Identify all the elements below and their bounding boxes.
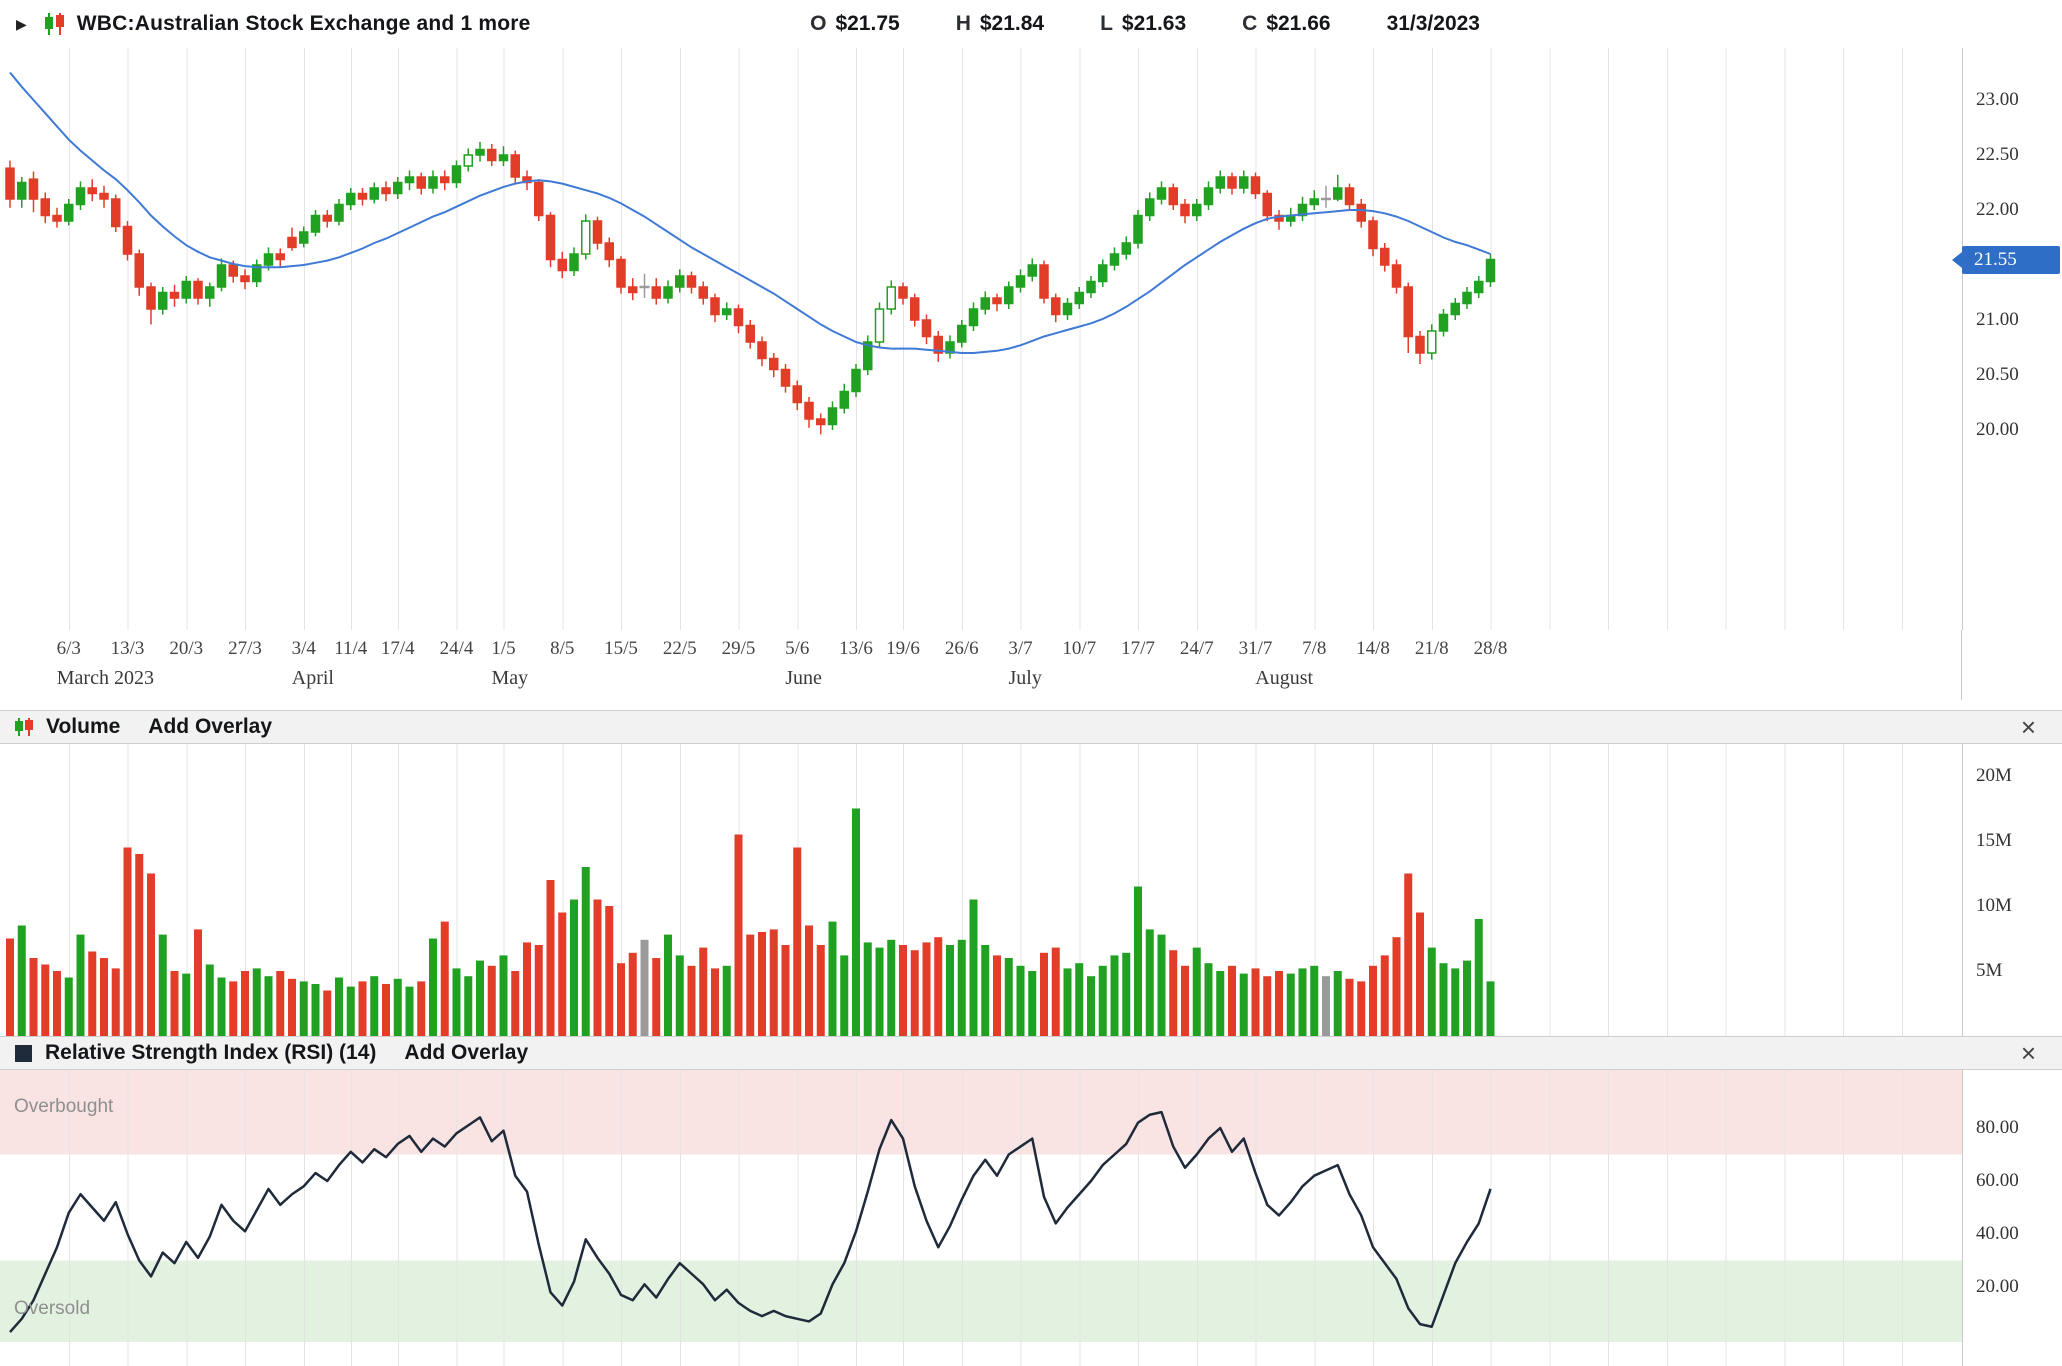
quote-date: 31/3/2023 — [1386, 12, 1480, 35]
quote-close: C $21.66 — [1242, 12, 1331, 35]
x-axis-labels: 6/3 13/3 20/3 27/3 3/4 11/4 17/4 24/4 1/5 8/5 15/5… — [0, 630, 1962, 700]
rsi-y-axis: 80.00 60.00 40.00 20.00 — [1962, 1070, 2062, 1366]
x-axis-month-label: June — [785, 667, 822, 689]
volume-axis-tick: 10M — [1976, 895, 2012, 916]
x-axis-month-label: April — [291, 667, 334, 689]
x-axis-tick: 15/5 — [604, 638, 638, 659]
x-axis-tick: 13/3 — [110, 638, 145, 659]
volume-panel-header: Volume Add Overlay × — [0, 710, 2062, 744]
volume-axis-tick: 20M — [1976, 765, 2012, 786]
price-axis-tick: 23.00 — [1976, 89, 2019, 110]
rsi-panel: Overbought Oversold 80.00 60.00 40.00 20.00 — [0, 1070, 2062, 1366]
x-axis-tick: 22/5 — [662, 638, 697, 659]
price-x-axis: 6/3 13/3 20/3 27/3 3/4 11/4 17/4 24/4 1/5 8/5 15/5… — [0, 630, 2062, 700]
price-axis-tick: 22.50 — [1976, 144, 2019, 165]
x-axis-tick: 17/4 — [380, 638, 415, 659]
x-axis-tick: 11/4 — [334, 638, 368, 659]
price-axis-tick: 20.00 — [1976, 419, 2019, 440]
volume-axis-tick: 15M — [1976, 830, 2012, 851]
disclosure-triangle-icon[interactable]: ▶ — [16, 15, 27, 32]
quote-low: L $21.63 — [1100, 12, 1187, 35]
ohlc-quote: O $21.75 H $21.84 L $21.63 C $21.66 31/3/202… — [810, 0, 1480, 48]
x-axis-tick: 20/3 — [169, 638, 204, 659]
price-axis-tick: 21.00 — [1976, 309, 2019, 330]
volume-icon — [15, 718, 33, 736]
x-axis-tick: 21/8 — [1414, 638, 1449, 659]
x-axis-month-label: August — [1255, 667, 1314, 689]
x-axis-tick: 3/4 — [291, 638, 316, 659]
x-axis-tick: 10/7 — [1062, 638, 1097, 659]
chart-title: WBC:Australian Stock Exchange and 1 more — [76, 12, 531, 35]
price-panel: 21.55 23.00 22.50 22.00 21.00 20.50 20.00 — [0, 48, 2062, 630]
x-axis-tick: 5/6 — [785, 638, 810, 659]
x-axis-tick: 1/5 — [491, 638, 516, 659]
price-y-axis: 21.55 23.00 22.50 22.00 21.00 20.50 20.00 — [1952, 48, 2062, 630]
x-axis-tick: 24/4 — [439, 638, 474, 659]
volume-chart-canvas[interactable] — [0, 744, 1962, 1036]
price-axis-tick: 22.00 — [1976, 199, 2019, 220]
x-axis-tick: 24/7 — [1179, 638, 1214, 659]
x-axis-tick: 13/6 — [839, 638, 873, 659]
rsi-icon — [15, 1044, 32, 1062]
panel-spacer — [0, 700, 2062, 710]
volume-axis-tick: 5M — [1976, 960, 2003, 981]
quote-open: O $21.75 — [810, 12, 900, 35]
rsi-panel-title: Relative Strength Index (RSI) (14) — [14, 1041, 376, 1065]
volume-plot-area[interactable] — [0, 744, 1963, 1036]
oversold-label: Oversold — [14, 1298, 91, 1319]
volume-panel: 20M 15M 10M 5M — [0, 744, 2062, 1036]
volume-add-overlay-link[interactable]: Add Overlay — [148, 715, 273, 738]
x-axis-month-label: March 2023 — [56, 667, 154, 689]
price-plot-area[interactable] — [0, 48, 1963, 630]
rsi-axis-tick: 20.00 — [1976, 1276, 2019, 1297]
chart-header: ▶ WBC:Australian Stock Exchange and 1 mo… — [0, 0, 2062, 48]
rsi-close-button[interactable]: × — [2020, 1038, 2036, 1068]
last-price-tag: 21.55 — [1952, 245, 2060, 274]
rsi-axis-tick: 40.00 — [1976, 1223, 2019, 1244]
volume-y-axis: 20M 15M 10M 5M — [1962, 744, 2062, 1036]
price-axis-tick: 20.50 — [1976, 364, 2019, 385]
price-chart-canvas[interactable] — [0, 48, 1962, 630]
rsi-panel-header: Relative Strength Index (RSI) (14) Add O… — [0, 1036, 2062, 1070]
x-axis-tick: 14/8 — [1356, 638, 1390, 659]
x-axis-tick: 28/8 — [1473, 638, 1508, 659]
quote-high: H $21.84 — [955, 12, 1045, 35]
rsi-add-overlay-link[interactable]: Add Overlay — [404, 1041, 529, 1064]
x-axis-month-label: May — [491, 667, 529, 689]
rsi-axis-tick: 80.00 — [1976, 1117, 2019, 1138]
x-axis-tick: 31/7 — [1238, 638, 1273, 659]
volume-close-button[interactable]: × — [2020, 712, 2036, 742]
x-axis-tick: 17/7 — [1121, 638, 1155, 659]
x-axis-tick: 19/6 — [886, 638, 920, 659]
candlestick-icon — [43, 11, 67, 37]
x-axis-tick: 26/6 — [944, 638, 979, 659]
x-axis-tick: 27/3 — [228, 638, 262, 659]
x-axis-tick: 7/8 — [1302, 638, 1327, 659]
x-axis-tick: 29/5 — [721, 638, 756, 659]
volume-panel-title: Volume — [14, 715, 120, 739]
rsi-chart-canvas[interactable] — [0, 1070, 1962, 1366]
overbought-label: Overbought — [14, 1096, 114, 1117]
x-axis-tick: 8/5 — [550, 638, 575, 659]
x-axis-tick: 3/7 — [1008, 638, 1033, 659]
rsi-plot-area[interactable]: Overbought Oversold — [0, 1070, 1963, 1366]
x-axis-month-label: July — [1008, 667, 1042, 689]
rsi-axis-tick: 60.00 — [1976, 1170, 2019, 1191]
x-axis-tick: 6/3 — [56, 638, 81, 659]
